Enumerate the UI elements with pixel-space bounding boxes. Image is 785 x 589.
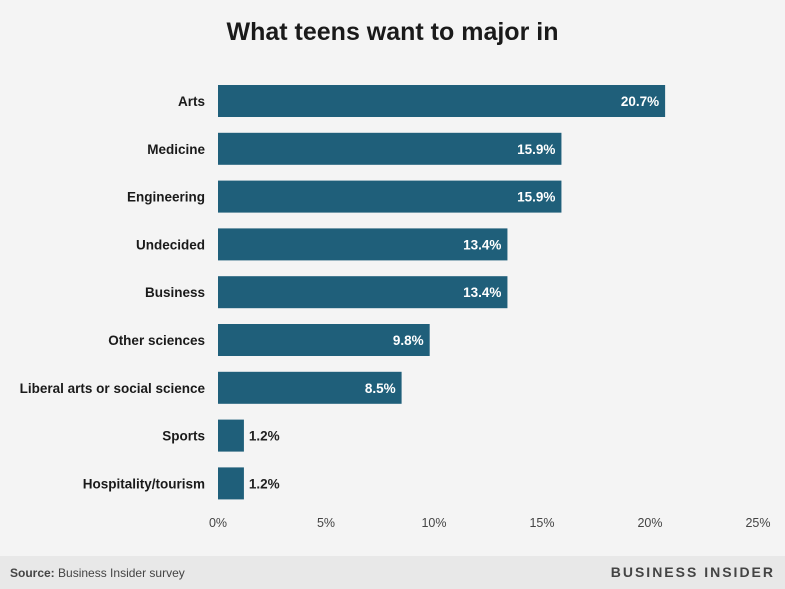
bar-medicine [218,132,562,165]
value-label-business: 13.4% [463,285,501,300]
category-label-engineering: Engineering [127,190,205,205]
value-label-medicine: 15.9% [517,142,555,157]
category-label-medicine: Medicine [147,142,205,157]
x-tick-label: 20% [637,516,662,530]
category-label-undecided: Undecided [136,237,205,252]
x-tick-label: 15% [529,516,554,530]
value-label-hospitality-tourism: 1.2% [249,476,280,491]
source-line: Source: Business Insider survey [10,566,185,580]
footer: Source: Business Insider survey BUSINESS… [0,556,785,589]
category-label-liberal-arts-or-social-science: Liberal arts or social science [20,381,206,396]
category-label-other-sciences: Other sciences [108,333,205,348]
bar-undecided [218,228,508,261]
bar-chart: Arts 20.7% Medicine 15.9% Engineering 15.9% Un… [20,85,771,530]
x-tick-label: 0% [209,516,227,530]
brand-logo: BUSINESS INSIDER [610,564,775,580]
chart-title: What teens want to major in [226,18,559,46]
bar-liberal-arts-or-social-science [218,371,402,404]
x-tick-label: 5% [317,516,335,530]
value-label-liberal-arts-or-social-science: 8.5% [365,381,396,396]
bar-hospitality-tourism [218,467,244,500]
value-label-other-sciences: 9.8% [393,333,424,348]
source-text: Business Insider survey [58,566,185,580]
source-label: Source: [10,566,55,580]
category-label-sports: Sports [162,429,205,444]
value-label-arts: 20.7% [621,94,659,109]
bar-other-sciences [218,324,430,356]
category-label-business: Business [145,285,205,300]
bar-business [218,276,508,309]
value-label-undecided: 13.4% [463,237,501,252]
value-label-sports: 1.2% [249,429,280,444]
bar-engineering [218,180,562,213]
x-tick-label: 25% [745,516,770,530]
category-label-arts: Arts [178,94,205,109]
x-tick-label: 10% [421,516,446,530]
bar-arts [218,85,666,117]
value-label-engineering: 15.9% [517,190,555,205]
bar-sports [218,419,244,452]
category-label-hospitality-tourism: Hospitality/tourism [83,476,205,491]
